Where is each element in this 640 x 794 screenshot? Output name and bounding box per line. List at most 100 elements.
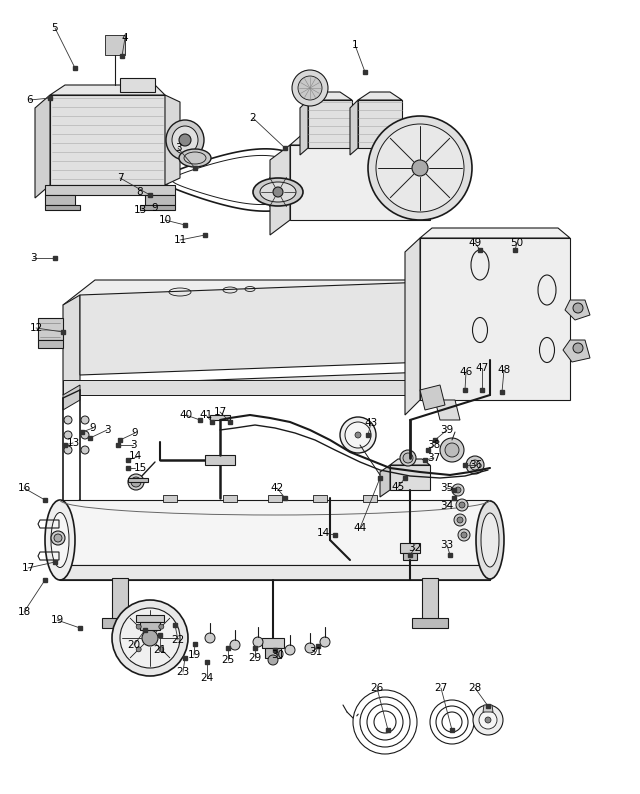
Text: 34: 34 [440, 501, 454, 511]
Polygon shape [435, 400, 460, 420]
Text: 44: 44 [353, 523, 367, 533]
Circle shape [320, 637, 330, 647]
Text: 9: 9 [90, 423, 96, 433]
Text: 49: 49 [468, 238, 482, 248]
Text: 38: 38 [428, 440, 440, 450]
Text: 3: 3 [29, 253, 36, 263]
Polygon shape [420, 228, 570, 238]
Polygon shape [45, 185, 175, 195]
Text: 27: 27 [435, 683, 447, 693]
Polygon shape [420, 385, 445, 410]
Text: 36: 36 [469, 460, 483, 470]
Text: 17: 17 [21, 563, 35, 573]
Ellipse shape [481, 513, 499, 567]
Text: 20: 20 [127, 640, 141, 650]
Circle shape [159, 624, 164, 629]
Circle shape [457, 517, 463, 523]
Text: 13: 13 [67, 438, 79, 448]
Text: 35: 35 [440, 483, 454, 493]
Polygon shape [163, 495, 177, 502]
Circle shape [573, 343, 583, 353]
Text: 41: 41 [200, 410, 212, 420]
Text: 10: 10 [159, 215, 172, 225]
Polygon shape [308, 92, 352, 100]
Text: 5: 5 [52, 23, 58, 33]
Polygon shape [422, 578, 438, 620]
Polygon shape [102, 618, 138, 628]
Circle shape [440, 438, 464, 462]
Text: 14: 14 [129, 451, 141, 461]
Text: 8: 8 [137, 187, 143, 197]
Text: 9: 9 [152, 203, 158, 213]
Polygon shape [38, 318, 63, 340]
Circle shape [459, 502, 465, 508]
Polygon shape [358, 100, 402, 148]
Polygon shape [60, 500, 490, 565]
Polygon shape [205, 455, 235, 465]
Circle shape [54, 534, 62, 542]
Polygon shape [45, 195, 75, 205]
Circle shape [368, 116, 472, 220]
Text: 7: 7 [116, 173, 124, 183]
Text: 50: 50 [511, 238, 524, 248]
Text: 1: 1 [352, 40, 358, 50]
Polygon shape [112, 578, 128, 620]
Polygon shape [405, 238, 420, 415]
Text: 26: 26 [371, 683, 383, 693]
Text: 32: 32 [408, 543, 422, 553]
Ellipse shape [260, 182, 296, 202]
Text: 47: 47 [476, 363, 488, 373]
Circle shape [64, 416, 72, 424]
Text: 19: 19 [51, 615, 63, 625]
Ellipse shape [45, 500, 75, 580]
Polygon shape [380, 465, 390, 497]
Circle shape [81, 416, 89, 424]
Polygon shape [300, 100, 308, 155]
Text: 29: 29 [248, 653, 262, 663]
Polygon shape [390, 465, 430, 490]
Text: 33: 33 [440, 540, 454, 550]
Polygon shape [63, 380, 450, 395]
Circle shape [458, 529, 470, 541]
Polygon shape [358, 92, 402, 100]
Polygon shape [63, 280, 480, 305]
Text: 43: 43 [364, 418, 378, 428]
Circle shape [376, 124, 464, 212]
Circle shape [298, 76, 322, 100]
Polygon shape [63, 370, 480, 395]
Circle shape [128, 474, 144, 490]
Text: 3: 3 [175, 143, 181, 153]
Ellipse shape [253, 178, 303, 206]
Circle shape [142, 630, 158, 646]
Text: 14: 14 [316, 528, 330, 538]
Polygon shape [128, 478, 148, 482]
Text: 37: 37 [428, 453, 440, 463]
Text: 15: 15 [133, 463, 147, 473]
Text: 22: 22 [172, 635, 184, 645]
Circle shape [273, 187, 283, 197]
Text: 28: 28 [468, 683, 482, 693]
Polygon shape [262, 638, 284, 648]
Circle shape [205, 633, 215, 643]
Ellipse shape [476, 501, 504, 579]
Text: 30: 30 [271, 650, 285, 660]
Polygon shape [265, 648, 281, 658]
Polygon shape [412, 618, 448, 628]
Text: 6: 6 [27, 95, 33, 105]
Polygon shape [223, 495, 237, 502]
Circle shape [412, 160, 428, 176]
Circle shape [340, 417, 376, 453]
Polygon shape [390, 459, 430, 465]
Text: 2: 2 [250, 113, 256, 123]
Circle shape [573, 303, 583, 313]
Polygon shape [363, 495, 377, 502]
Circle shape [403, 453, 413, 463]
Circle shape [345, 422, 371, 448]
Polygon shape [50, 95, 165, 185]
Circle shape [355, 432, 361, 438]
Polygon shape [563, 340, 590, 362]
Text: 16: 16 [17, 483, 31, 493]
Text: 48: 48 [497, 365, 511, 375]
Ellipse shape [51, 512, 69, 568]
Polygon shape [483, 705, 493, 712]
